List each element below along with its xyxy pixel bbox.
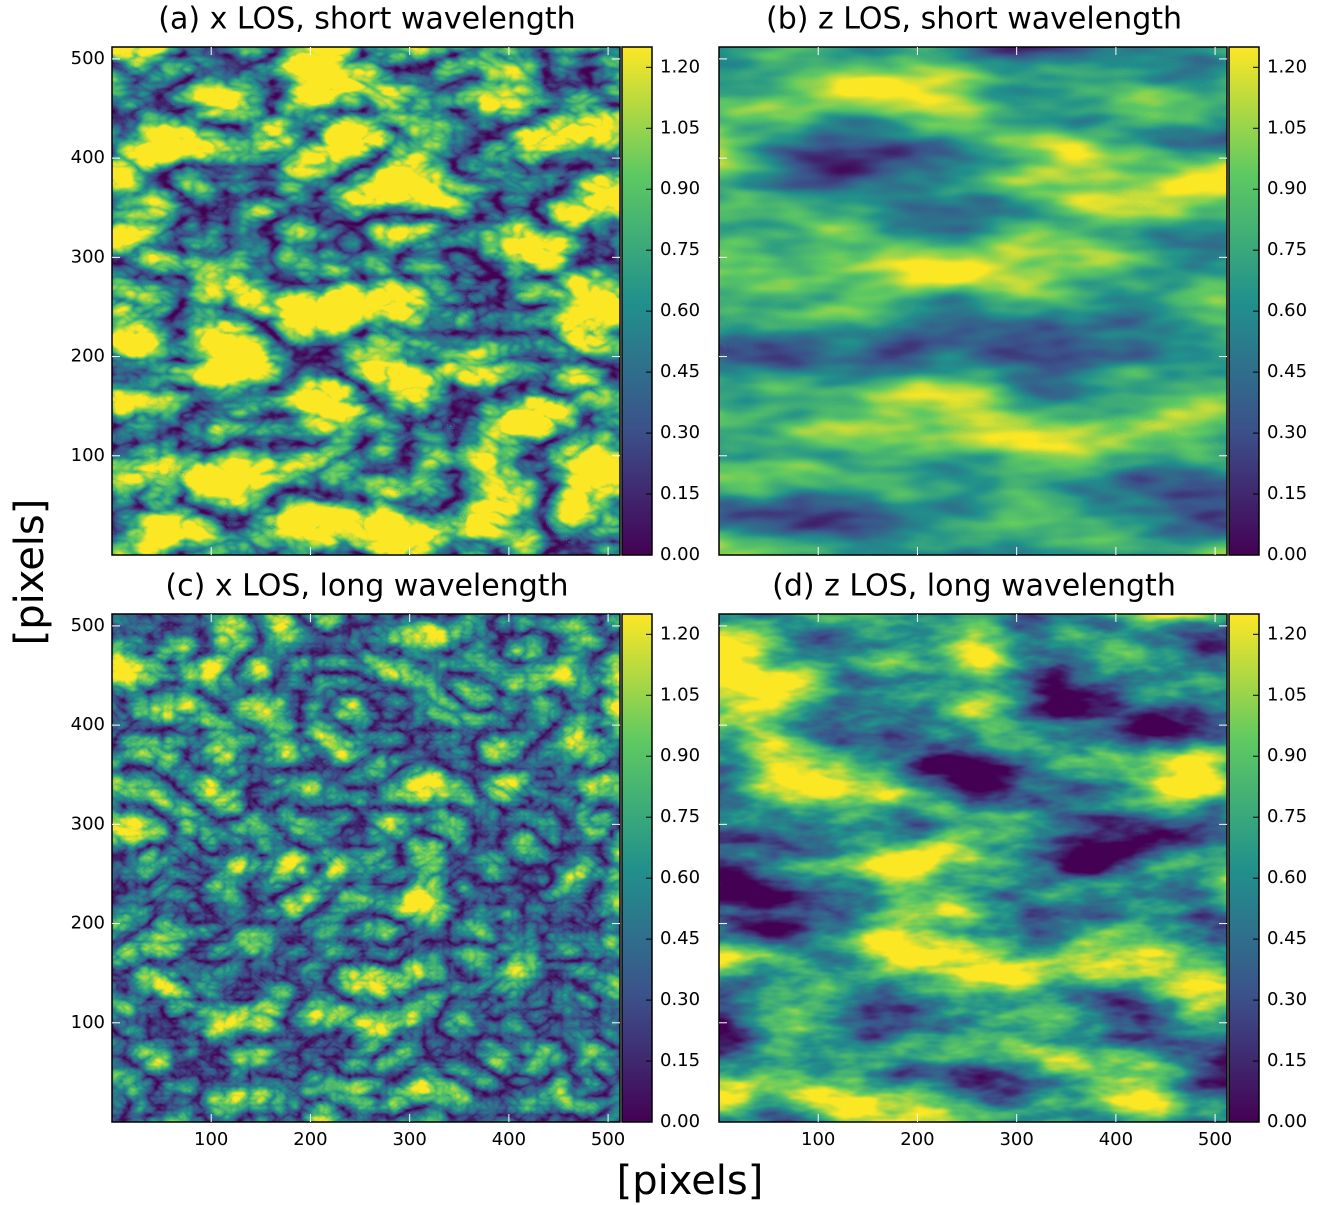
colorbar-tick-label: 0.75 [1267, 806, 1307, 827]
colorbar-tick-label: 1.05 [660, 684, 700, 705]
colorbar-tick-label: 0.30 [1267, 422, 1307, 443]
colorbar-tick-label: 1.05 [1267, 684, 1307, 705]
y-tick-label: 200 [71, 346, 105, 367]
colorbar-tick-label: 0.15 [660, 1050, 700, 1071]
y-tick-label: 500 [71, 48, 105, 69]
axes-frame [718, 46, 1228, 556]
x-tick-label: 200 [293, 1129, 327, 1150]
x-tick-label: 100 [801, 1129, 835, 1150]
x-tick-label: 500 [1198, 1129, 1232, 1150]
colorbar [1228, 613, 1260, 1123]
colorbar-tick-label: 0.45 [660, 928, 700, 949]
y-tick-label: 200 [71, 913, 105, 934]
heatmap-image [719, 614, 1227, 1122]
colorbar-tick-label: 0.15 [1267, 483, 1307, 504]
panel-title: (d) z LOS, long wavelength [772, 569, 1176, 604]
colorbar-tick-label: 0.60 [660, 867, 700, 888]
colorbar-tick-label: 0.90 [660, 178, 700, 199]
colorbar-tick-label: 0.15 [1267, 1050, 1307, 1071]
panel-title: (c) x LOS, long wavelength [165, 569, 568, 604]
x-tick-label: 500 [591, 1129, 625, 1150]
colorbar-tick-label: 0.15 [660, 483, 700, 504]
colorbar [621, 46, 653, 556]
colorbar-tick-label: 1.05 [660, 117, 700, 138]
colorbar [621, 613, 653, 1123]
y-tick-label: 300 [71, 246, 105, 267]
colorbar-tick-label: 0.45 [1267, 361, 1307, 382]
colorbar-tick-label: 0.45 [660, 361, 700, 382]
colorbar-tick-label: 0.90 [1267, 745, 1307, 766]
x-tick-label: 300 [392, 1129, 426, 1150]
colorbar-tick-label: 0.30 [660, 422, 700, 443]
colorbar-tick-label: 0.90 [660, 745, 700, 766]
colorbar-tick-label: 0.30 [1267, 989, 1307, 1010]
y-tick-label: 500 [71, 615, 105, 636]
axes-frame [718, 613, 1228, 1123]
x-tick-label: 300 [999, 1129, 1033, 1150]
heatmap-image [112, 614, 620, 1122]
colorbar-tick-label: 0.30 [660, 989, 700, 1010]
colorbar-tick-label: 0.90 [1267, 178, 1307, 199]
x-tick-label: 400 [1099, 1129, 1133, 1150]
y-axis-label: [pixels] [7, 499, 53, 646]
colorbar-tick-label: 0.45 [1267, 928, 1307, 949]
colorbar-tick-label: 1.20 [1267, 56, 1307, 77]
colorbar-tick-label: 0.75 [1267, 239, 1307, 260]
colorbar-tick-label: 0.00 [1267, 1111, 1307, 1132]
colorbar-tick-label: 0.60 [1267, 300, 1307, 321]
y-tick-label: 400 [71, 147, 105, 168]
colorbar-tick-label: 1.20 [660, 56, 700, 77]
colorbar-tick-label: 0.00 [660, 544, 700, 565]
heatmap-image [719, 47, 1227, 555]
colorbar-tick-label: 1.20 [660, 623, 700, 644]
colorbar-tick-label: 0.60 [1267, 867, 1307, 888]
x-tick-label: 200 [900, 1129, 934, 1150]
heatmap-image [112, 47, 620, 555]
y-tick-label: 300 [71, 813, 105, 834]
x-axis-label: [pixels] [617, 1158, 764, 1204]
panel-title: (b) z LOS, short wavelength [766, 2, 1182, 37]
axes-frame [111, 613, 621, 1123]
colorbar-tick-label: 0.75 [660, 806, 700, 827]
y-tick-label: 100 [71, 1012, 105, 1033]
colorbar-tick-label: 1.20 [1267, 623, 1307, 644]
x-tick-label: 100 [194, 1129, 228, 1150]
panel-title: (a) x LOS, short wavelength [158, 2, 575, 37]
colorbar [1228, 46, 1260, 556]
colorbar-tick-label: 0.75 [660, 239, 700, 260]
colorbar-tick-label: 1.05 [1267, 117, 1307, 138]
colorbar-tick-label: 0.00 [1267, 544, 1307, 565]
axes-frame [111, 46, 621, 556]
y-tick-label: 100 [71, 445, 105, 466]
x-tick-label: 400 [492, 1129, 526, 1150]
colorbar-tick-label: 0.60 [660, 300, 700, 321]
y-tick-label: 400 [71, 714, 105, 735]
colorbar-tick-label: 0.00 [660, 1111, 700, 1132]
